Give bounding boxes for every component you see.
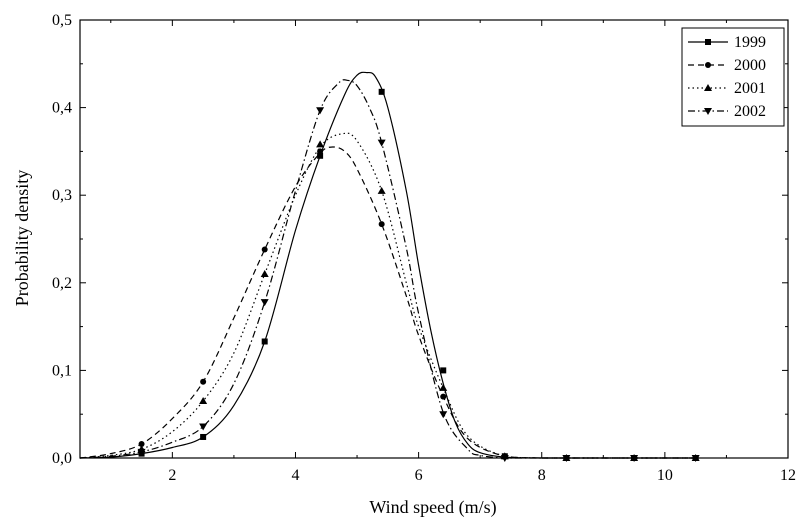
series-line-2000: [79, 146, 696, 459]
series-line-2001: [79, 132, 696, 459]
data-point-2001: [260, 270, 269, 278]
data-point-2000: [261, 246, 268, 253]
y-tick-label: 0,1: [52, 362, 72, 379]
legend-marker: [705, 39, 711, 45]
data-point-2000: [200, 378, 207, 385]
series-2000: [79, 146, 699, 461]
data-point-1999: [378, 88, 385, 95]
series-2001: [79, 132, 700, 461]
data-point-2000: [138, 440, 145, 447]
legend-marker: [704, 108, 712, 115]
data-point-2002: [562, 455, 571, 462]
x-tick-label: 10: [657, 467, 673, 484]
x-tick-label: 2: [168, 467, 176, 484]
y-tick-label: 0,0: [52, 450, 72, 467]
data-point-2002: [630, 455, 639, 462]
data-point-2001: [439, 383, 448, 391]
y-tick-label: 0,4: [52, 100, 72, 117]
legend-item-1999: 1999: [688, 34, 766, 51]
x-axis-title: Wind speed (m/s): [369, 497, 496, 518]
data-point-1999: [261, 338, 268, 345]
data-point-2001: [199, 397, 208, 405]
series-1999: [79, 71, 699, 461]
data-point-2002: [316, 107, 325, 115]
data-point-2002: [500, 455, 509, 462]
x-tick-label: 8: [538, 467, 546, 484]
data-point-2000: [378, 221, 385, 228]
series-line-2002: [79, 79, 696, 459]
legend-item-2001: 2001: [688, 80, 766, 97]
data-point-2002: [260, 299, 269, 307]
axes: 2 4 6 8 10 12 0,0 0,1 0,2 0,3 0,4 0,5: [52, 12, 796, 484]
data-point-2000: [440, 393, 447, 400]
legend-label: 2001: [734, 80, 766, 97]
legend-box: [681, 27, 785, 127]
data-point-2001: [377, 186, 386, 194]
legend-marker: [704, 84, 712, 91]
series-layer: [79, 71, 700, 462]
x-tick-label: 4: [291, 467, 299, 484]
legend-label: 1999: [734, 34, 766, 51]
data-point-2002: [691, 455, 700, 462]
y-tick-label: 0,5: [52, 12, 72, 29]
legend-marker: [705, 62, 711, 68]
data-point-2002: [439, 411, 448, 419]
series-2002: [79, 79, 700, 462]
x-tick-label: 12: [780, 467, 796, 484]
y-axis-title: Probability density: [12, 170, 32, 307]
legend: 1999 2000 2001 2002: [681, 27, 785, 127]
data-point-2002: [199, 423, 208, 431]
legend-label: 2000: [734, 57, 766, 74]
x-tick-label: 6: [415, 467, 423, 484]
y-tick-label: 0,2: [52, 275, 72, 292]
series-line-1999: [79, 71, 696, 459]
legend-item-2002: 2002: [688, 103, 766, 120]
legend-item-2000: 2000: [688, 57, 766, 74]
data-point-1999: [440, 367, 447, 374]
y-tick-label: 0,3: [52, 187, 72, 204]
data-point-2002: [377, 139, 386, 147]
legend-label: 2002: [734, 103, 766, 120]
data-point-1999: [317, 152, 324, 159]
data-point-2001: [316, 140, 325, 148]
data-point-2002: [137, 448, 146, 456]
data-point-1999: [200, 433, 207, 440]
